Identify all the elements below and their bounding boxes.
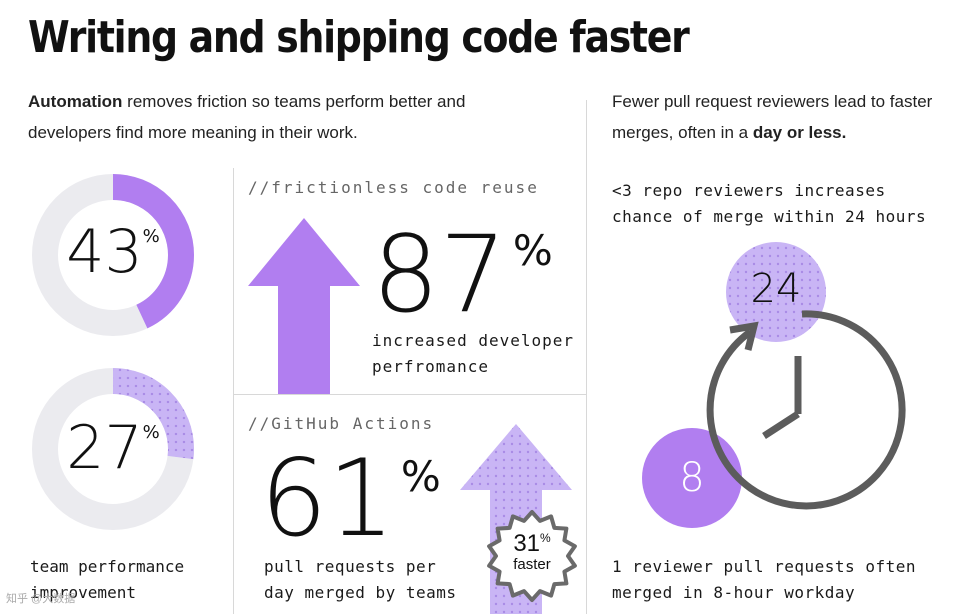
circle-8-label: 8: [679, 455, 705, 501]
intro-left-text: removes friction so teams perform better…: [28, 92, 466, 142]
donut-bottom-value: 27: [66, 413, 143, 483]
divider-left: [233, 168, 234, 614]
reviewers-line1: <3 repo reviewers increases: [612, 181, 886, 200]
donut-bottom-arc: [32, 368, 194, 530]
left-caption-line2: improvement: [30, 583, 136, 602]
intro-right-bold: day or less.: [752, 123, 847, 142]
starburst-badge-icon: [487, 510, 577, 602]
clock-illustration: [642, 242, 906, 528]
watermark: 知乎 @大数据: [6, 593, 76, 605]
actions-line2: day merged by teams: [264, 583, 457, 602]
actions-value: 61: [260, 437, 395, 560]
divider-middle: [234, 394, 586, 395]
donut-bottom-unit: %: [142, 422, 160, 443]
clock-face: [706, 310, 906, 510]
badge-value: 31: [513, 530, 541, 557]
code-reuse-caption: increased developer perfromance: [372, 328, 574, 380]
code-reuse-stat: 87%: [372, 222, 553, 328]
reviewers-line2: chance of merge within 24 hours: [612, 207, 927, 226]
actions-unit: %: [400, 452, 441, 501]
code-reuse-heading: //frictionless code reuse: [248, 178, 539, 197]
actions-caption: pull requests per day merged by teams: [264, 554, 457, 606]
badge-label: 31% faster: [484, 532, 580, 574]
intro-right: Fewer pull request reviewers lead to fas…: [612, 86, 947, 148]
divider-right: [586, 100, 587, 614]
left-caption: team performance improvement: [30, 554, 184, 606]
page-title: Writing and shipping code faster: [28, 12, 690, 63]
circle-24-label: 24: [750, 266, 802, 312]
clock-hour-hand: [762, 411, 800, 439]
intro-right-text: Fewer pull request reviewers lead to fas…: [612, 92, 933, 142]
donut-bottom-chart: [32, 368, 194, 530]
intro-left-bold: Automation: [28, 92, 123, 111]
donut-bottom-label: 27%: [28, 418, 198, 478]
donut-top-arc: [32, 174, 194, 336]
donut-top-unit: %: [142, 226, 160, 247]
badge-unit: %: [540, 531, 551, 545]
donut-top-label: 43%: [28, 222, 198, 282]
up-arrow-solid-icon: [248, 218, 360, 394]
clock-arrow-icon: [729, 321, 759, 351]
reviewers-caption-line2: merged in 8-hour workday: [612, 583, 856, 602]
actions-line1: pull requests per: [264, 557, 437, 576]
actions-heading: //GitHub Actions: [248, 414, 435, 433]
actions-stat: 61%: [260, 446, 441, 552]
code-reuse-unit: %: [512, 226, 553, 275]
intro-left: Automation removes friction so teams per…: [28, 86, 548, 148]
circle-24: [726, 242, 826, 342]
code-reuse-line1: increased developer: [372, 331, 575, 350]
code-reuse-value: 87: [372, 213, 507, 336]
code-reuse-line2: perfromance: [372, 357, 489, 376]
left-caption-line1: team performance: [30, 557, 185, 576]
donut-top-chart: [32, 174, 194, 336]
badge-text: faster: [513, 556, 551, 573]
donut-top-value: 43: [66, 217, 143, 287]
reviewers-heading: <3 repo reviewers increases chance of me…: [612, 178, 926, 230]
reviewers-caption: 1 reviewer pull requests often merged in…: [612, 554, 916, 606]
reviewers-caption-line1: 1 reviewer pull requests often: [612, 557, 916, 576]
